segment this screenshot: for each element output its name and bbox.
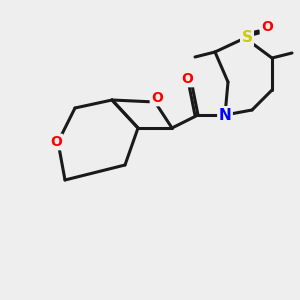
Text: S: S	[242, 31, 253, 46]
Text: O: O	[151, 91, 163, 105]
Text: O: O	[181, 72, 193, 86]
Text: O: O	[261, 20, 273, 34]
Text: N: N	[219, 107, 231, 122]
Text: O: O	[50, 135, 62, 149]
